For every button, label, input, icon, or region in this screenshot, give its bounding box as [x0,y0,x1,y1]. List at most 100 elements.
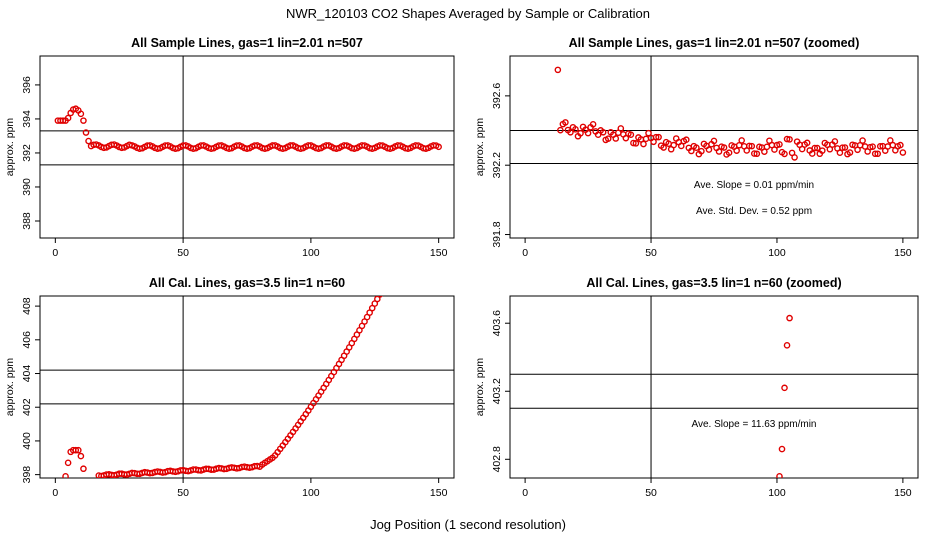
point-group [554,66,907,161]
data-point [869,143,876,150]
data-point [786,136,793,143]
y-tick-label: 394 [21,110,33,128]
y-tick-label: 408 [21,297,33,315]
data-point [627,131,635,138]
data-point [897,141,904,149]
data-point [59,117,67,124]
data-point [748,142,756,150]
y-tick-label: 403.6 [491,310,503,336]
data-point [645,129,652,137]
x-tick-label: 150 [430,247,448,259]
data-point [554,66,562,74]
x-tick-label: 50 [645,487,657,499]
x-tick-label: 100 [768,247,786,259]
data-point [715,148,723,155]
data-point [80,465,87,473]
data-point [738,137,746,144]
x-tick-label: 150 [894,247,912,259]
point-group [54,105,442,153]
data-point [617,125,625,132]
x-tick-label: 0 [522,247,528,259]
data-point [846,149,854,156]
data-point [750,150,758,157]
data-point [839,144,846,151]
annotation-text: Ave. Slope = 11.63 ppm/min [692,419,817,430]
y-tick-label: 404 [21,365,33,383]
y-tick-label: 402.8 [491,446,503,472]
point-group [62,296,383,478]
y-tick-label: 402 [21,398,33,416]
data-point [75,446,82,454]
panel-sample-zoom: All Sample Lines, gas=1 lin=2.01 n=507 (… [474,36,919,259]
data-point [630,139,637,147]
data-point [803,139,811,147]
y-tick-label: 403.2 [491,378,503,404]
data-point [876,143,884,150]
x-tick-label: 100 [302,247,320,259]
data-point [655,133,662,141]
chart-panels: All Sample Lines, gas=1 lin=2.01 n=507 0 5… [4,36,919,499]
data-point [562,119,569,126]
data-point [64,114,72,122]
x-tick-label: 150 [430,487,448,499]
y-tick-label: 390 [21,178,33,196]
x-tick-label: 0 [52,487,58,499]
data-point [640,140,647,148]
data-point [567,128,574,136]
data-point [682,136,690,144]
x-tick-label: 50 [177,247,189,259]
data-point [577,130,584,137]
data-point [725,149,733,157]
data-point [557,126,564,134]
panel-cal-full: All Cal. Lines, gas=3.5 lin=1 n=60 0 50 100… [4,276,455,499]
y-tick-label: 398 [21,466,33,484]
figure-xlabel: Jog Position (1 second resolution) [370,517,566,532]
x-tick-label: 0 [52,247,58,259]
data-point [813,144,821,152]
annotation-text: Ave. Std. Dev. = 0.52 ppm [696,206,812,217]
x-tick-label: 50 [177,487,189,499]
data-point [77,110,85,118]
y-tick-label: 388 [21,212,33,230]
y-tick-label: 392.6 [491,83,503,109]
data-point [698,147,705,155]
plot-frame [39,295,455,479]
data-point [859,137,866,144]
y-tick-label: 400 [21,432,33,450]
plot-frame [509,295,919,479]
data-point [82,129,90,136]
data-point [836,149,844,157]
data-point [584,129,592,137]
data-point [80,117,87,124]
annotation-text: Ave. Slope = 0.01 ppm/min [694,180,814,191]
data-point [720,144,728,151]
panel-title: All Sample Lines, gas=1 lin=2.01 n=507 [131,36,363,50]
panel-title: All Cal. Lines, gas=3.5 lin=1 n=60 [149,276,345,290]
data-point [841,144,849,151]
data-point [710,137,718,145]
data-point [791,154,798,161]
data-point [745,142,753,150]
data-point [677,142,685,150]
data-point [572,126,579,133]
data-point [604,135,612,142]
panel-cal-zoom: All Cal. Lines, gas=3.5 lin=1 n=60 (zoom… [474,276,919,499]
data-point [786,314,793,322]
data-point [781,384,788,392]
panel-sample-full: All Sample Lines, gas=1 lin=2.01 n=507 0 5… [4,36,455,259]
data-point [612,135,620,142]
data-point [808,150,816,157]
data-point [874,150,882,158]
data-point [831,138,839,145]
data-point [660,144,667,151]
data-point [781,150,788,158]
x-tick-label: 50 [645,247,657,259]
y-axis-label: approx. ppm [4,118,16,177]
y-tick-label: 392.2 [491,152,503,178]
data-point [761,148,768,155]
data-point [778,445,786,453]
y-tick-label: 391.8 [491,221,503,247]
data-point [783,135,791,143]
data-point [376,296,383,298]
